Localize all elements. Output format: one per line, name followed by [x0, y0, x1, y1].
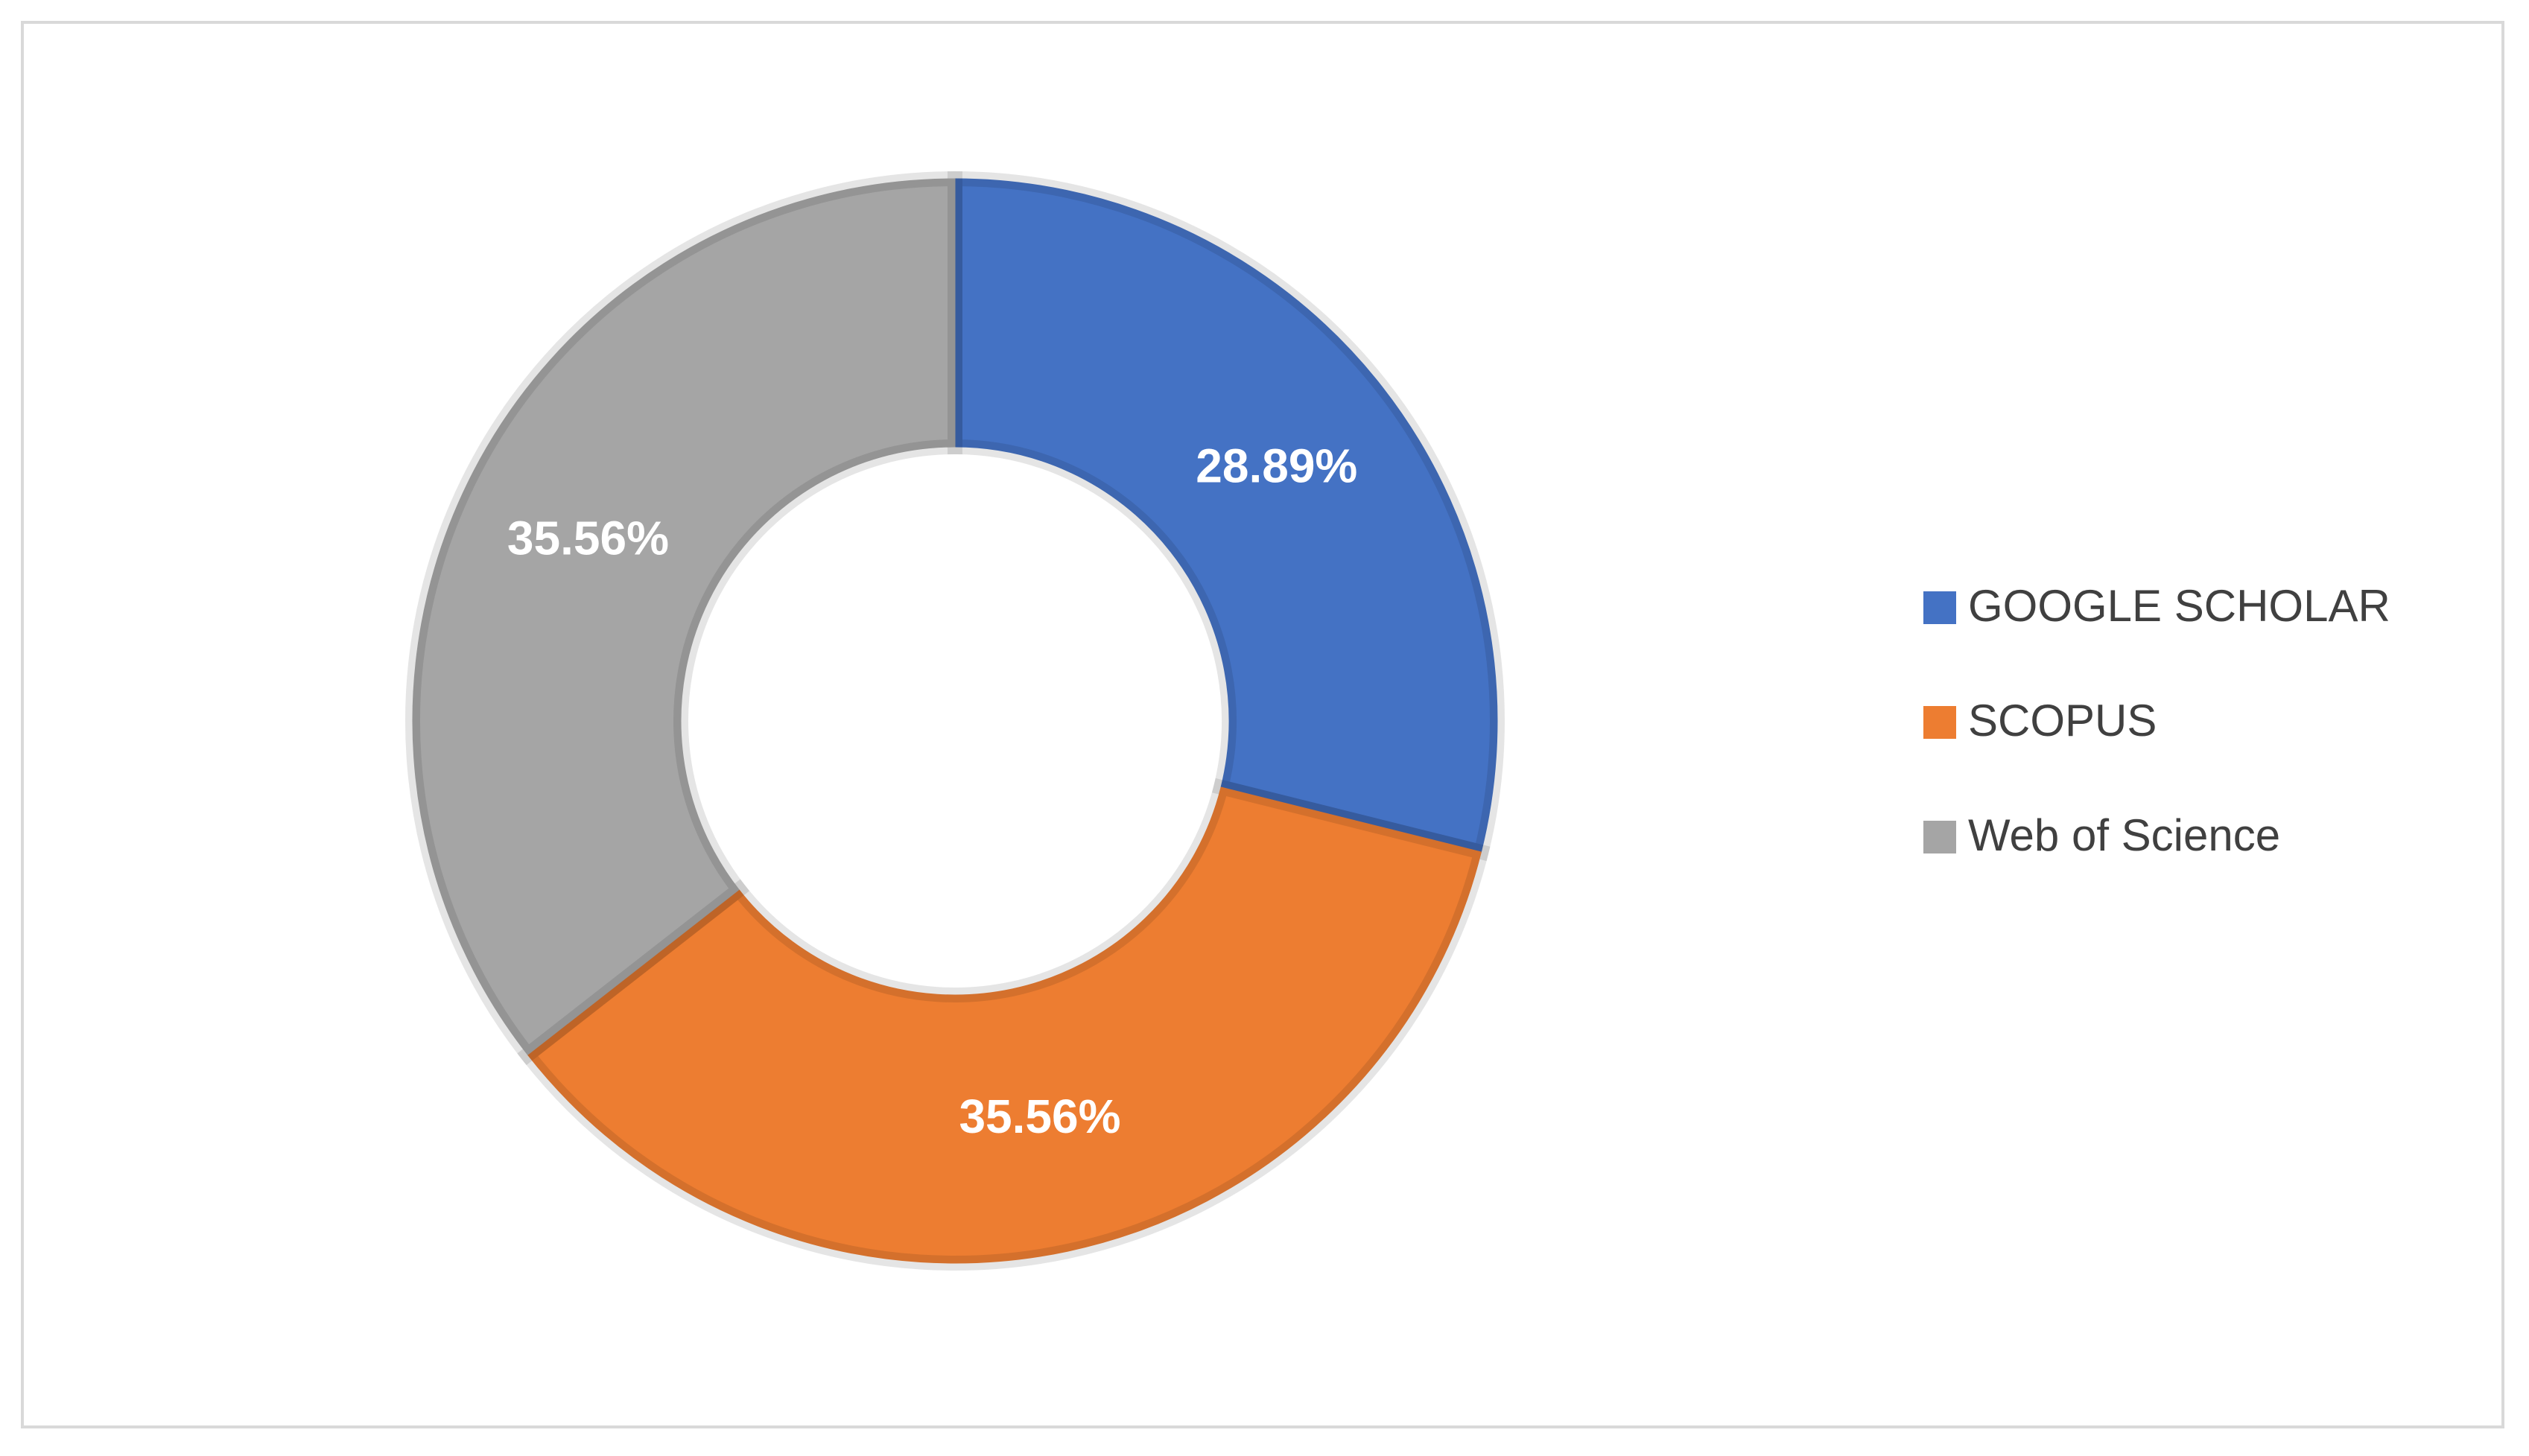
- legend-swatch: [1923, 706, 1956, 739]
- legend-label: SCOPUS: [1968, 696, 2157, 746]
- slice-edge: [517, 778, 1491, 1271]
- donut-slice: [527, 786, 1482, 1264]
- legend-label: GOOGLE SCHOLAR: [1968, 581, 2390, 631]
- legend-label: Web of Science: [1968, 810, 2280, 860]
- legend-swatch: [1923, 591, 1956, 624]
- slice-edge: [405, 171, 962, 1066]
- data-label: 35.56%: [959, 1090, 1120, 1143]
- legend-swatch: [1923, 821, 1956, 853]
- donut-slice: [412, 178, 956, 1055]
- data-label: 35.56%: [507, 512, 669, 565]
- data-label: 28.89%: [1196, 439, 1357, 492]
- donut-slice: [954, 178, 1498, 853]
- slice-edge: [948, 171, 1505, 862]
